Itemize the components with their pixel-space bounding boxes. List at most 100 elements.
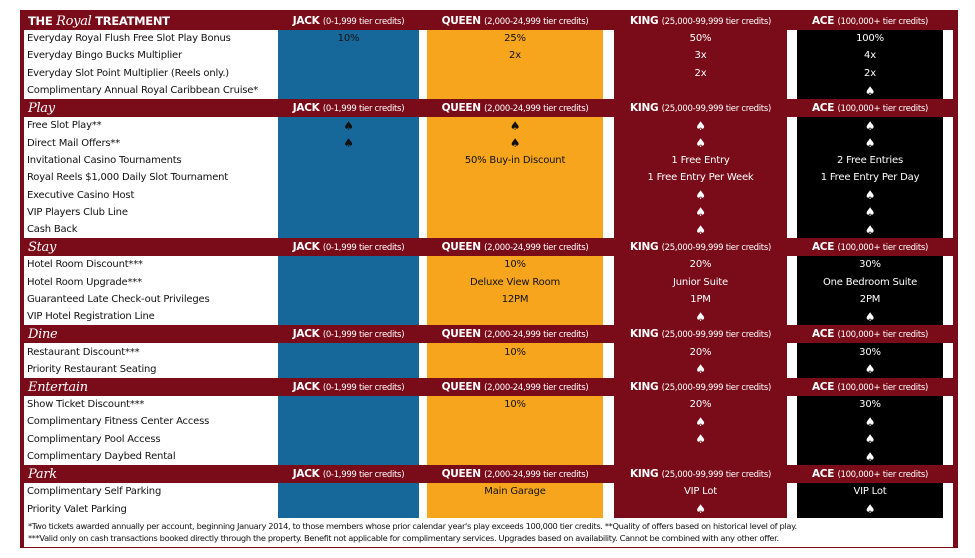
benefit-row: Hotel Room Upgrade*** Deluxe View Room Jun… [24,273,953,291]
column-gap [787,290,797,309]
section-title: THE Royal TREATMENT [24,14,278,29]
spade-icon: ♠ [864,222,876,237]
tier-name: QUEEN [441,241,481,254]
benefit-value-queen [427,203,603,221]
benefit-value-king [614,81,787,100]
tier-name: ACE [811,468,835,481]
benefit-value-queen [427,430,603,448]
benefit-label: Complimentary Daybed Rental [24,447,278,466]
benefit-label: Free Slot Play** [24,117,278,135]
column-gap [419,273,427,291]
spade-icon: ♠ [343,118,354,133]
column-gap [419,169,427,187]
column-gap [943,203,953,221]
tier-name: JACK [292,102,320,115]
benefit-value-ace: ♠ [797,220,943,239]
tier-range: (100,000+ tier credits) [837,104,929,115]
column-gap [603,151,614,170]
tier-name: KING [630,15,659,27]
tier-range: (0-1,999 tier credits) [322,470,405,481]
benefit-value-ace: 1 Free Entry Per Day [797,169,943,187]
benefit-value-jack [278,430,419,448]
benefit-row: Complimentary Daybed Rental ♠ [24,447,953,466]
column-gap [419,483,427,501]
footnote: *Two tickets awarded annually per accoun… [28,520,797,531]
tier-header-ace: ACE (100,000+ tier credits) [797,15,943,27]
benefit-label: Guaranteed Late Check-out Privileges [24,290,278,309]
benefit-label: Complimentary Fitness Center Access [24,413,278,431]
column-gap [943,273,953,291]
benefit-value-jack [278,81,419,100]
column-gap [603,290,614,309]
tier-header-jack: JACK (0-1,999 tier credits) [278,381,419,393]
footnote: ***Valid only on cash transactions booke… [28,532,779,543]
column-gap [943,134,953,152]
spade-icon: ♠ [695,222,706,237]
benefit-value-king: ♠ [614,186,787,204]
column-gap [603,483,614,501]
tier-header-queen: QUEEN (2,000-24,999 tier credits) [427,15,603,27]
benefit-value-king: ♠ [614,134,787,152]
column-gap [787,360,797,379]
column-gap [787,430,797,448]
benefit-row: Invitational Casino Tournaments 50% Buy-i… [24,151,953,170]
benefit-value-jack [278,273,419,291]
column-gap [603,308,614,326]
column-gap [419,203,427,221]
benefit-value-jack [278,256,419,274]
section-header: THE Royal TREATMENT JACK (0-1,999 tier cr… [24,12,953,30]
tier-range: (25,000-99,999 tier credits) [661,17,772,27]
column-gap [787,256,797,274]
benefit-value-ace: ♠ [797,430,943,448]
tier-name: KING [630,241,659,254]
benefit-value-ace: 2x [797,64,943,82]
benefit-value-jack [278,447,419,466]
benefit-row: Everyday Royal Flush Free Slot Play Bonu… [24,30,953,48]
benefit-row: Restaurant Discount*** 10% 20% 30% [24,343,953,361]
benefit-value-king: ♠ [614,220,787,239]
benefit-value-king: 50% [614,30,787,48]
tier-header-king: KING (25,000-99,999 tier credits) [614,328,787,340]
column-gap [787,134,797,152]
column-gap [603,256,614,274]
column-gap [787,169,797,187]
column-gap [943,343,953,361]
benefit-value-ace: 4x [797,47,943,65]
column-gap [943,169,953,187]
tier-range: (100,000+ tier credits) [837,243,929,254]
tier-range: (100,000+ tier credits) [837,17,929,27]
benefit-value-queen: ♠ [427,117,603,135]
benefit-value-ace: One Bedroom Suite [797,273,943,291]
benefit-label: Everyday Royal Flush Free Slot Play Bonu… [24,30,278,48]
spade-icon: ♠ [864,118,876,133]
tier-range: (0-1,999 tier credits) [322,243,405,254]
benefit-label: Executive Casino Host [24,186,278,204]
column-gap [603,134,614,152]
column-gap [419,81,427,100]
section-title-script: Stay [28,239,57,255]
benefit-row: Priority Restaurant Seating ♠ ♠ [24,360,953,379]
benefit-row: Complimentary Pool Access ♠ ♠ [24,430,953,448]
column-gap [943,117,953,135]
benefit-value-queen [427,308,603,326]
benefit-value-queen: 50% Buy-in Discount [427,151,603,170]
benefit-value-king: ♠ [614,413,787,431]
column-gap [603,396,614,414]
tier-range: (2,000-24,999 tier credits) [484,104,589,115]
benefit-value-queen: 12PM [427,290,603,309]
benefit-value-king: 20% [614,396,787,414]
section-title-script: Royal [56,13,92,29]
column-gap [603,273,614,291]
spade-icon: ♠ [864,188,876,203]
spade-icon: ♠ [864,414,876,429]
column-gap [943,64,953,82]
benefit-value-jack [278,500,419,518]
tier-range: (25,000-99,999 tier credits) [661,104,772,115]
column-gap [603,47,614,65]
spade-icon: ♠ [695,502,706,517]
column-gap [787,396,797,414]
benefit-value-jack [278,64,419,82]
column-gap [603,203,614,221]
tier-name: JACK [292,468,320,481]
benefit-value-ace: 100% [797,30,943,48]
